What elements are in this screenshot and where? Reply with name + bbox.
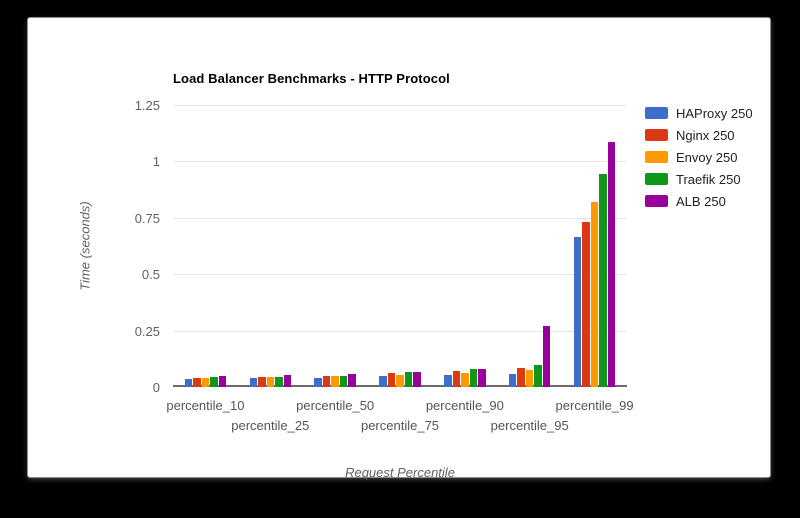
bar-percentile_90-envoy-250[interactable] xyxy=(461,372,469,387)
bar-percentile_25-traefik-250[interactable] xyxy=(275,376,283,387)
legend: HAProxy 250 Nginx 250 Envoy 250 Traefik 250… xyxy=(645,102,753,212)
gridline xyxy=(173,274,627,276)
legend-item-envoy-250[interactable]: Envoy 250 xyxy=(645,146,753,168)
legend-swatch xyxy=(645,195,668,207)
legend-label: HAProxy 250 xyxy=(676,105,753,121)
x-tick-label-percentile_10: percentile_10 xyxy=(166,398,245,413)
bar-percentile_10-haproxy-250[interactable] xyxy=(184,378,193,387)
bar-percentile_25-envoy-250[interactable] xyxy=(266,376,275,387)
x-axis-title: Request Percentile xyxy=(345,465,455,480)
bar-percentile_90-haproxy-250[interactable] xyxy=(444,375,452,387)
legend-item-nginx-250[interactable]: Nginx 250 xyxy=(645,124,753,146)
bar-percentile_25-nginx-250[interactable] xyxy=(258,376,266,387)
gridline xyxy=(173,217,627,219)
bar-percentile_99-alb-250[interactable] xyxy=(607,142,616,387)
legend-label: Envoy 250 xyxy=(676,149,738,165)
bar-percentile_75-nginx-250[interactable] xyxy=(387,373,396,387)
x-tick-label-percentile_75: percentile_75 xyxy=(360,418,440,433)
legend-label: Nginx 250 xyxy=(676,127,735,143)
bar-percentile_50-envoy-250[interactable] xyxy=(331,376,339,387)
legend-swatch xyxy=(645,173,668,185)
legend-label: ALB 250 xyxy=(676,193,726,209)
x-tick-label-percentile_90: percentile_90 xyxy=(425,398,504,413)
legend-label: Traefik 250 xyxy=(676,171,741,187)
x-tick-label-percentile_99: percentile_99 xyxy=(555,398,634,413)
y-tick-label: 1 xyxy=(152,154,160,170)
bar-percentile_99-haproxy-250[interactable] xyxy=(573,236,582,387)
bar-percentile_90-alb-250[interactable] xyxy=(478,369,486,387)
y-tick-label: 1.25 xyxy=(134,98,160,113)
bar-percentile_99-envoy-250[interactable] xyxy=(590,202,599,387)
bar-percentile_99-traefik-250[interactable] xyxy=(599,174,607,387)
y-tick-label: 0 xyxy=(152,380,160,395)
bar-percentile_50-nginx-250[interactable] xyxy=(322,375,331,387)
legend-item-alb-250[interactable]: ALB 250 xyxy=(645,190,753,212)
legend-swatch xyxy=(645,151,668,163)
gridline xyxy=(173,105,627,106)
bar-percentile_75-traefik-250[interactable] xyxy=(404,372,413,387)
legend-swatch xyxy=(645,107,668,119)
bar-percentile_90-nginx-250[interactable] xyxy=(452,370,461,387)
legend-swatch xyxy=(645,129,668,141)
bar-percentile_99-nginx-250[interactable] xyxy=(582,221,590,387)
gridline xyxy=(173,330,627,332)
y-tick-label: 0.5 xyxy=(141,267,160,283)
x-tick-label-percentile_50: percentile_50 xyxy=(296,398,375,413)
bar-percentile_95-nginx-250[interactable] xyxy=(517,368,525,387)
chart-card: Load Balancer Benchmarks - HTTP Protocol… xyxy=(28,18,770,480)
bar-percentile_50-traefik-250[interactable] xyxy=(339,375,348,387)
legend-item-traefik-250[interactable]: Traefik 250 xyxy=(645,168,753,190)
y-tick-label: 0.25 xyxy=(134,323,160,339)
bar-percentile_95-alb-250[interactable] xyxy=(542,325,551,387)
bar-percentile_95-haproxy-250[interactable] xyxy=(508,374,517,387)
bar-percentile_10-traefik-250[interactable] xyxy=(210,377,218,387)
bar-percentile_25-haproxy-250[interactable] xyxy=(249,377,258,387)
bar-percentile_95-envoy-250[interactable] xyxy=(525,370,534,387)
bar-percentile_10-alb-250[interactable] xyxy=(218,376,227,387)
bar-percentile_75-alb-250[interactable] xyxy=(413,372,421,387)
bar-percentile_10-nginx-250[interactable] xyxy=(193,377,201,387)
x-tick-label-percentile_95: percentile_95 xyxy=(490,418,569,433)
bar-percentile_95-traefik-250[interactable] xyxy=(534,364,542,387)
gridline xyxy=(173,161,627,163)
bar-percentile_10-envoy-250[interactable] xyxy=(201,377,210,387)
bar-percentile_75-envoy-250[interactable] xyxy=(396,375,404,387)
bar-percentile_25-alb-250[interactable] xyxy=(283,375,292,387)
plot-area xyxy=(173,105,627,387)
bar-percentile_90-traefik-250[interactable] xyxy=(469,368,478,387)
legend-item-haproxy-250[interactable]: HAProxy 250 xyxy=(645,102,753,124)
y-tick-label: 0.75 xyxy=(134,210,160,226)
bar-percentile_50-alb-250[interactable] xyxy=(348,374,356,387)
chart-title: Load Balancer Benchmarks - HTTP Protocol xyxy=(173,71,450,86)
y-axis-title: Time (seconds) xyxy=(77,201,93,291)
x-tick-label-percentile_25: percentile_25 xyxy=(231,418,310,433)
bar-percentile_75-haproxy-250[interactable] xyxy=(379,376,387,387)
bar-percentile_50-haproxy-250[interactable] xyxy=(314,377,322,387)
